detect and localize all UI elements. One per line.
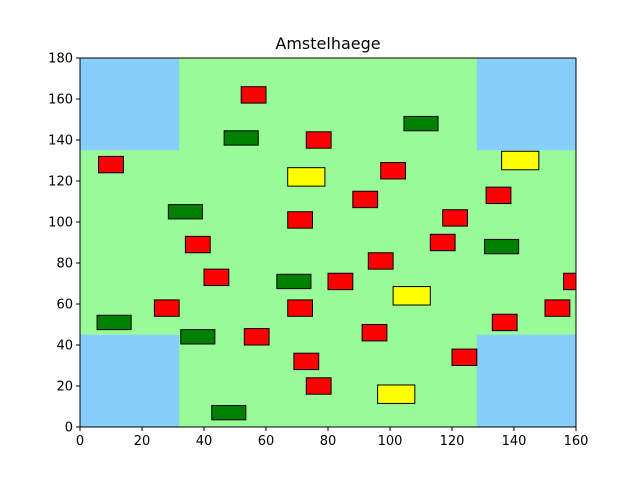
red-house — [352, 190, 379, 209]
x-tick-label: 20 — [134, 434, 151, 449]
red-house — [203, 268, 230, 287]
yellow-house — [501, 150, 540, 171]
y-tick-label: 40 — [56, 339, 73, 354]
y-tick-label: 100 — [48, 216, 73, 231]
green-house — [167, 204, 203, 220]
yellow-house — [377, 384, 416, 404]
x-tick-label: 100 — [378, 434, 403, 449]
red-house — [287, 299, 314, 317]
red-house — [361, 324, 388, 342]
red-house — [305, 377, 332, 395]
green-house — [276, 273, 312, 290]
x-tick-label: 0 — [76, 434, 84, 449]
red-house — [442, 209, 469, 227]
green-house — [484, 238, 520, 255]
red-house — [544, 299, 571, 317]
y-tick-label: 140 — [48, 134, 73, 149]
red-house — [243, 328, 270, 346]
y-tick-label: 0 — [65, 421, 73, 436]
red-house — [367, 252, 394, 270]
x-tick-label: 120 — [440, 434, 465, 449]
red-house — [327, 272, 354, 291]
water-region — [476, 334, 576, 427]
green-house — [403, 115, 439, 132]
x-axis: 0 20 40 60 80 100 120 140 160 — [76, 427, 589, 449]
red-house — [293, 352, 320, 371]
red-house — [287, 211, 314, 229]
plot-area — [79, 57, 577, 428]
red-house — [240, 86, 267, 104]
red-house — [429, 233, 456, 252]
green-house — [96, 314, 132, 331]
yellow-house — [287, 167, 326, 187]
red-house — [153, 299, 180, 317]
red-house — [491, 313, 518, 332]
y-tick-label: 80 — [56, 257, 73, 272]
x-tick-label: 40 — [196, 434, 213, 449]
plot-content — [80, 58, 576, 427]
x-tick-label: 160 — [564, 434, 589, 449]
y-tick-label: 20 — [56, 380, 73, 395]
red-house — [305, 131, 332, 149]
chart-title: Amstelhaege — [275, 34, 380, 53]
y-tick-label: 120 — [48, 175, 73, 190]
x-tick-label: 80 — [320, 434, 337, 449]
y-tick-label: 160 — [48, 93, 73, 108]
water-region — [476, 58, 576, 151]
y-tick-label: 60 — [56, 298, 73, 313]
green-house — [223, 130, 259, 146]
x-tick-label: 60 — [258, 434, 275, 449]
y-axis: 0 20 40 60 80 100 120 140 160 180 — [48, 52, 80, 436]
red-house — [485, 186, 512, 205]
red-house — [184, 235, 211, 254]
y-tick-label: 180 — [48, 52, 73, 67]
water-region — [80, 58, 180, 151]
x-tick-label: 140 — [502, 434, 527, 449]
yellow-house — [392, 286, 431, 306]
water-region — [80, 334, 180, 427]
green-house — [180, 329, 216, 345]
red-house — [451, 348, 478, 367]
red-house — [98, 155, 124, 174]
green-house — [211, 404, 247, 421]
red-house — [380, 162, 407, 180]
